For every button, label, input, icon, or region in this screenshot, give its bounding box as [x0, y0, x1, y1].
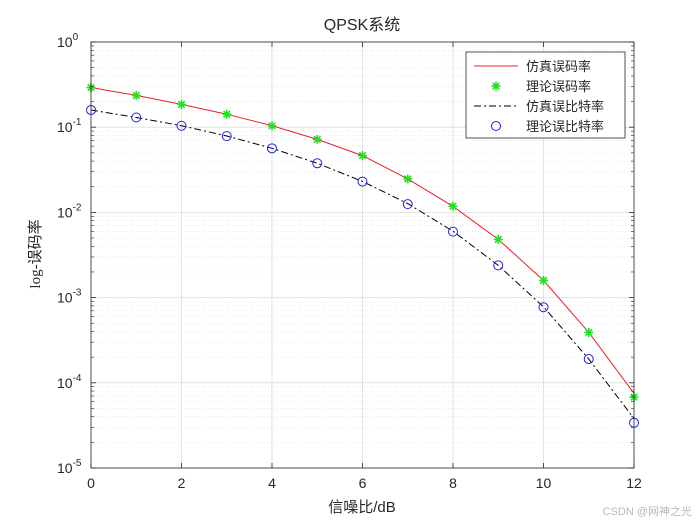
y-tick-label: 10-3 — [57, 288, 82, 306]
series-line — [90, 109, 635, 419]
data-point — [312, 134, 322, 144]
x-tick-label: 8 — [449, 475, 457, 491]
chart-title: QPSK系统 — [324, 16, 400, 34]
series-layer — [86, 83, 639, 428]
y-tick-label: 10-1 — [57, 117, 82, 135]
x-tick-label: 6 — [359, 475, 367, 491]
y-tick-label: 10-5 — [57, 458, 82, 476]
legend-swatch — [491, 121, 501, 131]
legend-swatch — [491, 81, 501, 91]
data-point — [493, 234, 503, 244]
y-axis-label: log-误码率 — [27, 219, 44, 288]
data-point — [583, 354, 594, 365]
data-point — [312, 158, 323, 169]
data-point — [221, 131, 232, 142]
x-tick-label: 12 — [626, 475, 642, 491]
y-tick-label: 10-2 — [57, 202, 82, 220]
legend-label: 理论误比特率 — [526, 119, 604, 134]
data-point — [176, 120, 187, 131]
x-axis-label: 信噪比/dB — [328, 499, 396, 516]
data-point — [448, 201, 458, 211]
legend-label: 仿真误比特率 — [526, 99, 604, 114]
data-point — [222, 109, 232, 119]
legend-label: 仿真误码率 — [526, 59, 591, 74]
data-point — [131, 112, 142, 123]
data-point — [267, 143, 277, 154]
legend-label: 理论误码率 — [526, 79, 591, 94]
data-point — [177, 99, 186, 109]
data-point — [267, 121, 277, 131]
data-point — [538, 302, 549, 313]
data-point — [403, 174, 413, 184]
x-tick-label: 2 — [178, 475, 186, 491]
data-point — [584, 327, 594, 337]
ticks: 0 2 4 6 8 10 12 100 10-1 10-2 10-3 10-4 10-5 — [57, 32, 642, 491]
x-tick-label: 10 — [536, 475, 552, 491]
x-tick-label: 4 — [268, 475, 276, 491]
y-tick-label: 100 — [57, 32, 79, 50]
x-tick-label: 0 — [87, 475, 95, 491]
data-point — [493, 260, 504, 271]
data-point — [539, 275, 548, 285]
y-tick-label: 10-4 — [57, 373, 82, 391]
data-point — [402, 199, 413, 210]
watermark: CSDN @网神之光 — [602, 506, 692, 518]
data-point — [131, 90, 141, 100]
data-point — [448, 226, 458, 237]
data-point — [357, 176, 368, 187]
data-point — [358, 151, 367, 161]
series-3 — [90, 109, 635, 419]
